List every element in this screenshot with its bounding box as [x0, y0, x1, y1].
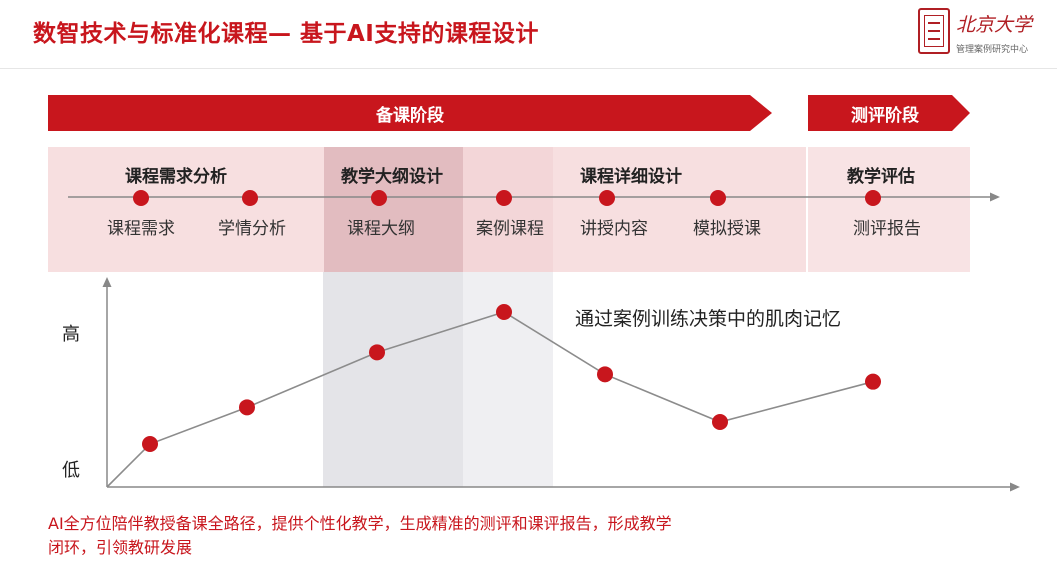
logo-subtitle: 管理案例研究中心 — [956, 45, 1029, 55]
series-point — [496, 304, 512, 320]
timeline-dot — [710, 190, 726, 206]
stage-heading-needs: 课程需求分析 — [125, 167, 227, 187]
series-point — [712, 414, 728, 430]
university-logo: 北京大学 管理案例研究中心 — [918, 8, 1046, 58]
logo-name: 北京大学 — [956, 14, 1033, 36]
title-divider — [0, 68, 1057, 69]
stage-band-needs — [48, 147, 324, 272]
series-line — [106, 311, 874, 488]
timeline-dot — [133, 190, 149, 206]
stage-band-detail — [553, 147, 806, 272]
stage-heading-detail: 课程详细设计 — [580, 167, 682, 187]
step-label-syllabus: 课程大纲 — [347, 219, 415, 239]
y-label-low: 低 — [62, 460, 80, 481]
timeline-dot — [496, 190, 512, 206]
step-label-mock: 模拟授课 — [693, 219, 761, 239]
page-title: 数智技术与标准化课程— 基于AI支持的课程设计 — [33, 21, 539, 47]
timeline-dot — [599, 190, 615, 206]
timeline-arrow-icon — [990, 192, 1000, 202]
seal-icon — [918, 8, 950, 54]
footer-summary: AI全方位陪伴教授备课全路径，提供个性化教学，生成精准的测评和课评报告，形成教学… — [48, 512, 672, 560]
series-point — [865, 373, 881, 390]
footer-line-1: AI全方位陪伴教授备课全路径，提供个性化教学，生成精准的测评和课评报告，形成教学 — [48, 514, 672, 533]
chart-annotation: 通过案例训练决策中的肌肉记忆 — [575, 308, 842, 330]
series-point — [142, 436, 158, 452]
step-label-case: 案例课程 — [476, 219, 544, 239]
step-label-learner: 学情分析 — [218, 219, 286, 239]
series-point — [369, 344, 385, 361]
timeline-dot — [242, 190, 258, 206]
phase-banner-eval: 测评阶段 — [808, 95, 970, 131]
stage-heading-syllabus: 教学大纲设计 — [341, 167, 443, 187]
series-point — [239, 399, 255, 416]
stage-band-eval — [808, 147, 970, 272]
stage-band-syllabus — [324, 147, 463, 272]
step-label-report: 测评报告 — [853, 219, 921, 239]
phase-banner-prep: 备课阶段 — [48, 95, 772, 131]
series-point — [597, 366, 613, 383]
step-label-lecture: 讲授内容 — [580, 219, 648, 239]
stage-band-case — [463, 147, 553, 272]
y-axis-arrow-icon — [102, 277, 112, 287]
footer-line-2: 闭环，引领教研发展 — [48, 538, 193, 557]
stage-heading-eval: 教学评估 — [847, 167, 915, 187]
x-axis-arrow-icon — [1010, 482, 1020, 492]
y-label-high: 高 — [62, 324, 80, 345]
timeline-dot — [865, 190, 881, 206]
step-label-needs: 课程需求 — [107, 219, 175, 239]
highlight-column-syllabus — [323, 272, 463, 487]
timeline-dot — [371, 190, 387, 206]
